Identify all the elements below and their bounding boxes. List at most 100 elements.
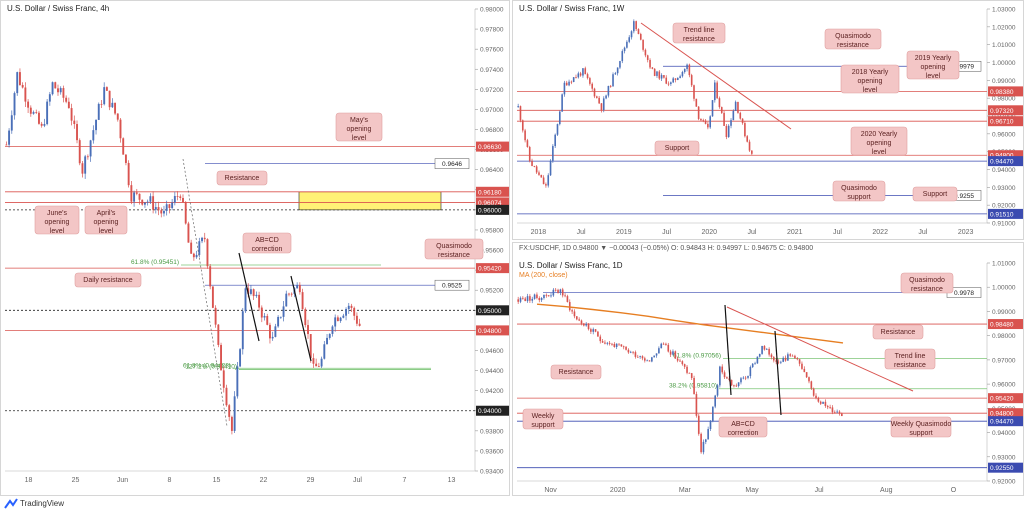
candle-body (741, 118, 744, 124)
candle-body (636, 356, 639, 358)
candle-body (336, 317, 339, 322)
candle-body (707, 429, 709, 440)
candle-body (746, 136, 749, 142)
level-marker-label: 0.9255 (954, 193, 974, 200)
tradingview-logo-icon[interactable] (4, 498, 18, 510)
label-2019-yearly: opening (921, 64, 946, 71)
candle-body (690, 75, 693, 86)
price-tag (988, 319, 1023, 330)
candle-body (182, 198, 184, 203)
candle-body (634, 352, 637, 357)
x-tick-label: Jul (815, 487, 824, 494)
x-tick-label: Jun (117, 477, 128, 484)
candle-body (345, 309, 348, 316)
candle-body (48, 94, 51, 102)
price-tag-label: 0.95420 (990, 396, 1014, 403)
brand-name[interactable]: TradingView (20, 499, 65, 508)
candle-body (688, 64, 691, 76)
candle-body (742, 377, 745, 379)
level-marker-box (434, 279, 470, 291)
label-support-box (654, 140, 700, 156)
price-tag-label: 0.96630 (478, 144, 502, 151)
candle-body (725, 125, 728, 138)
candle-body (598, 97, 600, 104)
candle-body (669, 351, 672, 355)
candle-body (608, 342, 611, 344)
candle-body (578, 319, 580, 321)
candle-body (593, 88, 596, 97)
candle-body (728, 378, 731, 380)
candle-body (763, 345, 766, 350)
candle-body (214, 307, 217, 325)
candle-body (700, 118, 702, 121)
x-tick-label: 29 (307, 477, 315, 484)
candle-body (787, 354, 789, 361)
candle-body (596, 96, 598, 98)
label-quasimodo-res-box (824, 28, 882, 50)
candle-body (780, 361, 782, 363)
candle-body (796, 358, 799, 360)
candle-body (592, 329, 595, 332)
label-resistance: Resistance (881, 329, 916, 336)
candle-body (580, 320, 583, 324)
candle-body (76, 124, 78, 141)
y-tick-label: 0.93600 (480, 448, 504, 455)
label-quasimodo-res: Quasimodo (436, 243, 472, 250)
price-tag (988, 208, 1023, 219)
candle-body (358, 323, 361, 326)
x-tick-label: 18 (25, 477, 33, 484)
candle-body (549, 160, 552, 176)
candle-body (712, 406, 714, 422)
candle-body (146, 201, 149, 203)
candle-body (720, 107, 723, 113)
candle-body (643, 358, 646, 361)
candle-body (707, 123, 709, 128)
candle-body (95, 119, 97, 131)
candle-body (651, 357, 653, 362)
candle-body (751, 150, 753, 154)
candle-body (282, 306, 285, 317)
candle-body (670, 82, 672, 84)
candle-body (655, 353, 658, 356)
candle-body (105, 87, 108, 91)
label-may-opening: level (352, 135, 367, 142)
candle-body (622, 346, 625, 348)
x-tick-label: 22 (260, 477, 268, 484)
label-june-opening-box (34, 205, 80, 235)
candle-body (648, 360, 651, 362)
candle-body (173, 196, 176, 203)
candle-body (629, 351, 632, 353)
candle-body (714, 82, 716, 101)
candle-body (817, 398, 820, 402)
x-tick-label: 2019 (616, 229, 632, 236)
candle-body (40, 123, 43, 126)
x-tick-label: 2022 (872, 229, 888, 236)
candle-body (225, 387, 228, 406)
candle-body (522, 297, 524, 299)
candle-body (144, 202, 146, 205)
candle-body (21, 84, 24, 88)
x-tick-label: Jul (353, 477, 362, 484)
chart-panel-4h: U.S. Dollar / Swiss Franc, 4h 0.98000 0.9… (0, 0, 510, 496)
x-tick-label: 8 (168, 477, 172, 484)
candle-body (198, 241, 201, 255)
candle-body (727, 125, 730, 138)
candle-body (255, 294, 258, 297)
candle-body (803, 368, 806, 373)
label-quasimodo-res: Quasimodo (835, 33, 871, 40)
candle-body (693, 85, 695, 99)
candle-body (568, 81, 570, 86)
label-abcd: AB=CD (255, 237, 279, 244)
label-abcd: correction (252, 246, 283, 253)
candle-body (604, 342, 606, 344)
candle-body (768, 348, 770, 355)
candle-body (582, 68, 584, 76)
candle-body (524, 130, 526, 141)
label-trendline: resistance (894, 362, 926, 369)
label-resistance: Resistance (225, 175, 260, 182)
candle-body (307, 325, 309, 335)
level-marker-label: 0.9525 (442, 283, 462, 290)
candle-body (639, 356, 641, 357)
candle-body (716, 82, 718, 99)
label-2018-yearly: 2018 Yearly (852, 69, 889, 76)
